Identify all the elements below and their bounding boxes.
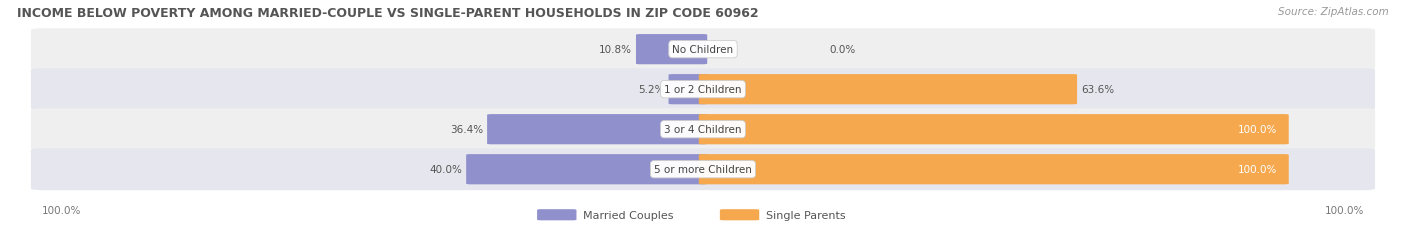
Text: Source: ZipAtlas.com: Source: ZipAtlas.com	[1278, 7, 1389, 17]
FancyBboxPatch shape	[699, 155, 1289, 185]
Text: 100.0%: 100.0%	[42, 205, 82, 215]
FancyBboxPatch shape	[636, 35, 707, 65]
Text: 10.8%: 10.8%	[599, 45, 631, 55]
FancyBboxPatch shape	[31, 109, 1375, 151]
FancyBboxPatch shape	[699, 75, 1077, 105]
Text: 63.6%: 63.6%	[1081, 85, 1115, 95]
Text: Married Couples: Married Couples	[583, 210, 673, 220]
FancyBboxPatch shape	[31, 29, 1375, 71]
Text: 36.4%: 36.4%	[450, 125, 482, 135]
FancyBboxPatch shape	[31, 69, 1375, 111]
Text: 100.0%: 100.0%	[1239, 164, 1278, 174]
FancyBboxPatch shape	[486, 115, 707, 145]
FancyBboxPatch shape	[720, 209, 759, 220]
Text: No Children: No Children	[672, 45, 734, 55]
Text: 5.2%: 5.2%	[638, 85, 664, 95]
Text: 40.0%: 40.0%	[429, 164, 463, 174]
FancyBboxPatch shape	[537, 209, 576, 220]
FancyBboxPatch shape	[31, 149, 1375, 190]
Text: INCOME BELOW POVERTY AMONG MARRIED-COUPLE VS SINGLE-PARENT HOUSEHOLDS IN ZIP COD: INCOME BELOW POVERTY AMONG MARRIED-COUPL…	[17, 7, 758, 20]
Text: 5 or more Children: 5 or more Children	[654, 164, 752, 174]
FancyBboxPatch shape	[467, 155, 707, 185]
Text: 0.0%: 0.0%	[830, 45, 856, 55]
FancyBboxPatch shape	[699, 115, 1289, 145]
Text: 100.0%: 100.0%	[1324, 205, 1364, 215]
Text: 100.0%: 100.0%	[1239, 125, 1278, 135]
FancyBboxPatch shape	[668, 75, 707, 105]
Text: 1 or 2 Children: 1 or 2 Children	[664, 85, 742, 95]
Text: Single Parents: Single Parents	[766, 210, 846, 220]
Text: 3 or 4 Children: 3 or 4 Children	[664, 125, 742, 135]
